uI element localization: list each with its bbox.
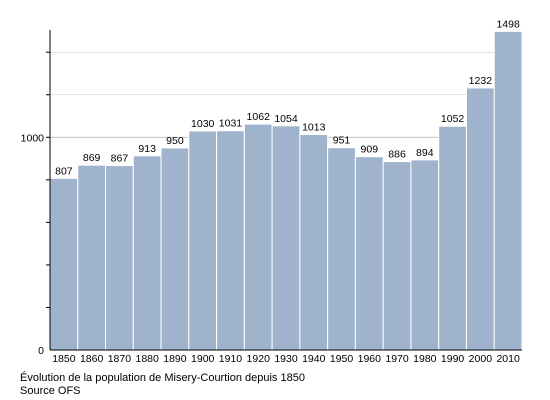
data-label-2010: 1498 [496, 18, 520, 30]
bar-1940 [299, 134, 329, 351]
data-label-2000: 1232 [469, 75, 493, 87]
x-tick-label-1870: 1870 [108, 353, 132, 365]
bar-2000 [465, 87, 495, 351]
data-label-1970: 886 [388, 149, 406, 161]
x-tick-label-1880: 1880 [135, 353, 159, 365]
bar-1970 [382, 161, 412, 351]
data-label-1990: 1052 [441, 113, 465, 125]
data-label-1890: 950 [166, 135, 184, 147]
data-label-1850: 807 [55, 165, 73, 177]
x-tick-label-1980: 1980 [413, 353, 437, 365]
data-label-1920: 1062 [247, 111, 271, 123]
x-tick-label-1850: 1850 [52, 353, 76, 365]
y-tick-label-0: 0 [38, 345, 44, 357]
data-label-1960: 909 [361, 144, 379, 156]
data-label-1980: 894 [416, 147, 434, 159]
x-tick-label-1970: 1970 [385, 353, 409, 365]
chart-caption: Évolution de la population de Misery-Cou… [20, 372, 305, 384]
bar-2010 [493, 30, 523, 351]
data-label-1860: 869 [83, 152, 101, 164]
bar-1900 [188, 130, 218, 351]
bar-1850 [49, 177, 79, 351]
x-tick-label-2000: 2000 [469, 353, 493, 365]
x-tick-label-1990: 1990 [441, 353, 465, 365]
x-tick-label-1930: 1930 [274, 353, 298, 365]
x-tick-label-1950: 1950 [330, 353, 354, 365]
data-label-1900: 1030 [191, 118, 215, 130]
x-tick-label-1860: 1860 [80, 353, 104, 365]
bar-1870 [105, 165, 134, 351]
x-tick-label-1920: 1920 [247, 353, 271, 365]
data-label-1880: 913 [138, 143, 156, 155]
bar-1950 [327, 147, 356, 351]
bar-1860 [77, 164, 107, 351]
x-tick-label-1910: 1910 [219, 353, 243, 365]
y-tick-label-1000: 1000 [21, 132, 45, 144]
bar-1960 [354, 156, 384, 351]
x-tick-label-2010: 2010 [496, 353, 520, 365]
x-tick-label-1900: 1900 [191, 353, 215, 365]
bar-1910 [216, 130, 245, 351]
bar-1990 [438, 125, 467, 351]
x-tick-label-1940: 1940 [302, 353, 326, 365]
bar-1880 [132, 155, 162, 351]
bar-1920 [243, 123, 273, 351]
x-tick-label-1960: 1960 [358, 353, 382, 365]
data-label-1910: 1031 [219, 118, 243, 130]
bar-1930 [271, 125, 301, 351]
x-tick-label-1890: 1890 [163, 353, 187, 365]
data-label-1940: 1013 [302, 122, 326, 134]
data-label-1930: 1054 [274, 113, 298, 125]
bar-1890 [160, 147, 190, 351]
chart-source: Source OFS [20, 385, 81, 397]
data-label-1870: 867 [111, 153, 129, 165]
data-label-1950: 951 [333, 135, 351, 147]
bar-1980 [410, 159, 440, 351]
